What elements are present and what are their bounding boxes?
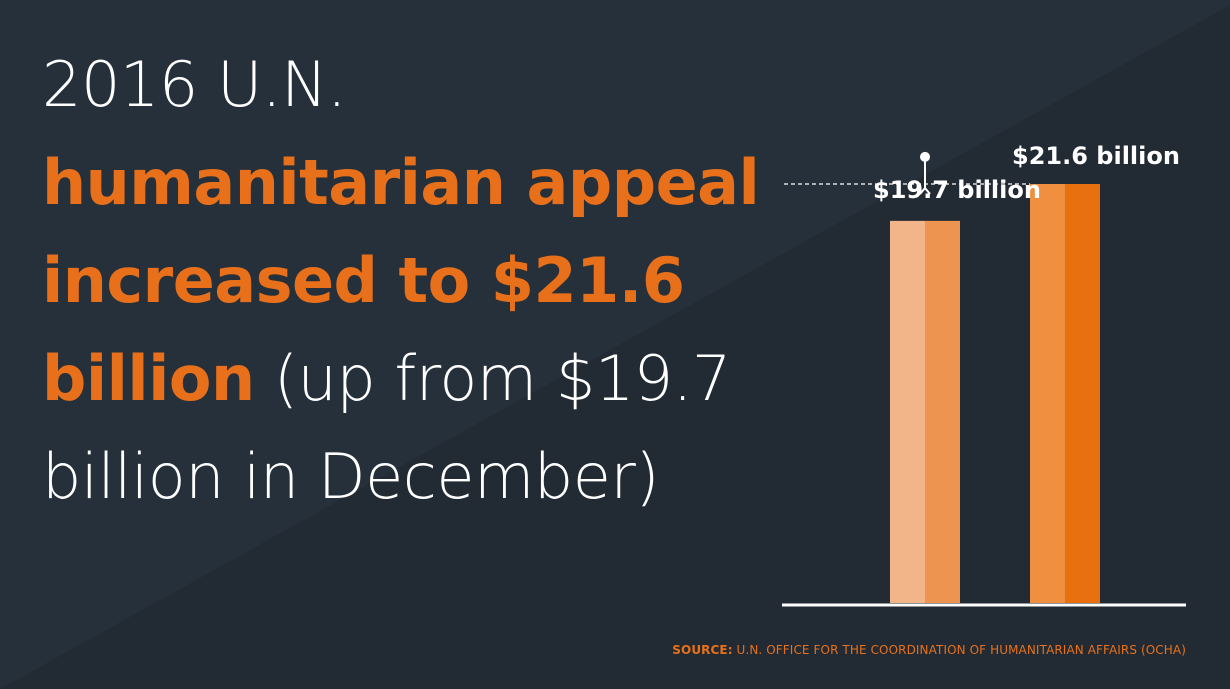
bar-1-left-face [890, 220, 925, 603]
source-label: SOURCE: [672, 643, 733, 657]
data-label-2: $21.6 billion [1012, 142, 1180, 170]
data-label-1: $19.7 billion [873, 176, 1041, 204]
bar-2 [1030, 184, 1100, 603]
labels-layer: $19.7 billion $21.6 billion [873, 142, 1180, 204]
increase-arrow-head [919, 186, 931, 195]
headline: 2016 U.N. humanitarian appeal increased … [42, 36, 802, 526]
bars-layer [890, 184, 1100, 603]
source-text: U.N. OFFICE FOR THE COORDINATION OF HUMA… [732, 643, 1186, 657]
headline-highlight: humanitarian appeal increased to $21.6 b… [42, 146, 760, 415]
source-note: SOURCE: U.N. OFFICE FOR THE COORDINATION… [672, 643, 1186, 657]
headline-part3: (up from $19.7 billion in December) [42, 342, 731, 513]
increase-arrow-dot [920, 151, 930, 162]
bar-2-right-face [1065, 184, 1100, 603]
bar-1 [890, 220, 960, 603]
headline-part1: 2016 U.N. [42, 48, 347, 121]
bar-2-left-face [1030, 184, 1065, 603]
bar-1-right-face [925, 220, 960, 603]
